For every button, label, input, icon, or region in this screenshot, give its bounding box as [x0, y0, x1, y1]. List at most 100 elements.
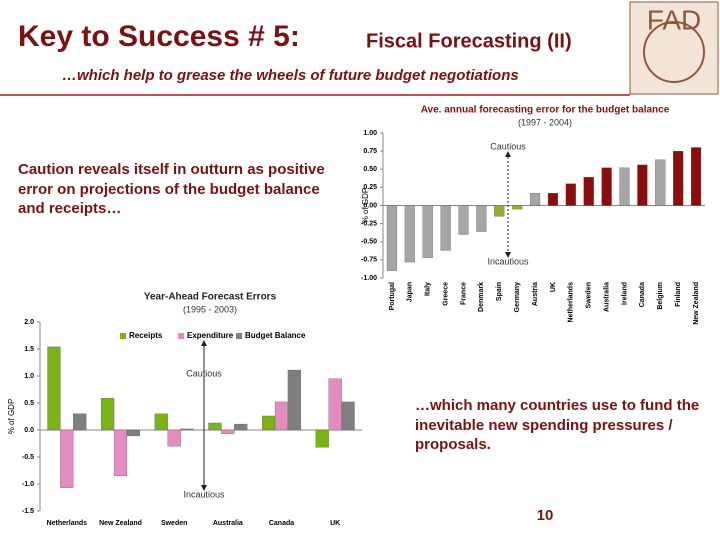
x-tick-label: Canada [639, 282, 646, 307]
bar [60, 429, 74, 488]
chart-title: Year-Ahead Forecast Errors [144, 292, 277, 303]
legend-label: Expenditure [187, 331, 234, 340]
y-tick-label: 1.0 [24, 373, 34, 380]
annotation: Incautious [183, 489, 225, 499]
x-tick-label: Portugal [389, 282, 396, 310]
x-tick-label: New Zealand [99, 520, 142, 527]
bar [440, 205, 451, 251]
right-text: …which many countries use to fund the in… [415, 397, 700, 453]
y-tick-label: 0.00 [363, 202, 377, 209]
legend-label: Budget Balance [245, 331, 306, 340]
x-tick-label: UK [550, 282, 557, 292]
y-tick-label: 1.00 [363, 130, 377, 137]
y-tick-label: 0.0 [24, 427, 34, 434]
annotation: Cautious [490, 141, 526, 151]
bar [154, 413, 168, 431]
y-tick-label: 1.5 [24, 346, 34, 353]
bar [386, 205, 398, 271]
x-tick-label: New Zealand [693, 282, 700, 325]
y-tick-label: 0.5 [24, 400, 34, 407]
right-text-box: …which many countries use to fund the in… [415, 397, 700, 453]
bar [529, 193, 541, 206]
legend-swatch [178, 333, 184, 339]
bar [422, 205, 433, 258]
y-axis-label: % of GDP [361, 188, 370, 224]
legend-swatch [120, 333, 126, 339]
x-tick-label: Ireland [621, 282, 628, 305]
x-tick-label: Netherlands [568, 282, 575, 323]
x-tick-label: Belgium [657, 282, 664, 310]
bar [458, 205, 469, 235]
bar [262, 415, 276, 431]
bar [126, 429, 140, 437]
chart-subtitle: (1997 - 2004) [518, 117, 572, 127]
y-tick-label: 2.0 [24, 319, 34, 326]
chart-subtitle: (1995 - 2003) [183, 304, 237, 314]
x-tick-label: Spain [496, 282, 503, 301]
bar [512, 205, 523, 210]
x-tick-label: Finland [675, 282, 682, 307]
bar [47, 346, 61, 431]
bar [315, 429, 329, 448]
bar [565, 183, 576, 206]
bar [494, 205, 505, 217]
y-tick-label: -0.75 [361, 257, 377, 264]
x-tick-label: Italy [425, 282, 432, 296]
bar [167, 429, 181, 447]
x-tick-label: Australia [213, 520, 243, 527]
y-tick-label: -1.0 [22, 481, 34, 488]
y-tick-label: -0.50 [361, 239, 377, 246]
annotation: Cautious [186, 368, 222, 378]
bar [404, 205, 415, 263]
bar [341, 401, 355, 431]
bar [234, 423, 248, 431]
x-tick-label: UK [330, 520, 340, 527]
y-tick-label: 0.25 [363, 184, 377, 191]
bar [287, 369, 301, 431]
bar [73, 413, 87, 431]
bar [547, 193, 559, 206]
x-tick-label: Sweden [161, 520, 187, 527]
x-tick-label: France [460, 282, 467, 305]
bar [637, 164, 648, 206]
y-axis-label: % of GDP [7, 399, 16, 435]
bar [101, 397, 115, 431]
chart-title: Ave. annual forecasting error for the bu… [421, 105, 670, 116]
bar [619, 167, 630, 206]
x-tick-label: Greece [442, 282, 449, 306]
y-tick-label: 0.50 [363, 166, 377, 173]
bar [673, 150, 684, 206]
annotation: Incautious [487, 256, 529, 266]
x-tick-label: Australia [603, 282, 610, 312]
x-tick-label: Germany [514, 282, 521, 312]
logo-text: FAD [647, 4, 701, 35]
x-tick-label: Sweden [586, 282, 593, 308]
y-tick-label: -1.5 [22, 508, 34, 515]
bar [476, 205, 487, 232]
left-text-box: Caution reveals itself in outturn as pos… [18, 161, 325, 217]
bar [328, 378, 342, 431]
bar [221, 429, 235, 434]
x-tick-label: Canada [269, 520, 294, 527]
slide-title: Key to Success # 5: [18, 20, 300, 53]
bar [274, 401, 289, 431]
bar [113, 429, 128, 477]
y-tick-label: -0.25 [361, 220, 377, 227]
left-text: Caution reveals itself in outturn as pos… [18, 161, 325, 217]
bar [690, 147, 702, 206]
page-number: 10 [537, 507, 554, 524]
x-tick-label: Denmark [478, 282, 485, 312]
legend-swatch [236, 333, 242, 339]
bar [655, 159, 666, 206]
y-tick-label: 0.75 [363, 148, 377, 155]
slide-title-rest: Fiscal Forecasting (II) [366, 30, 572, 52]
logo-emblem [643, 21, 705, 83]
slide-subtitle: …which help to grease the wheels of futu… [62, 67, 519, 84]
bar [583, 177, 594, 206]
x-tick-label: Austria [532, 282, 539, 306]
bar [601, 167, 612, 206]
bar [208, 422, 222, 431]
x-tick-label: Japan [407, 282, 414, 302]
bar [180, 428, 194, 431]
